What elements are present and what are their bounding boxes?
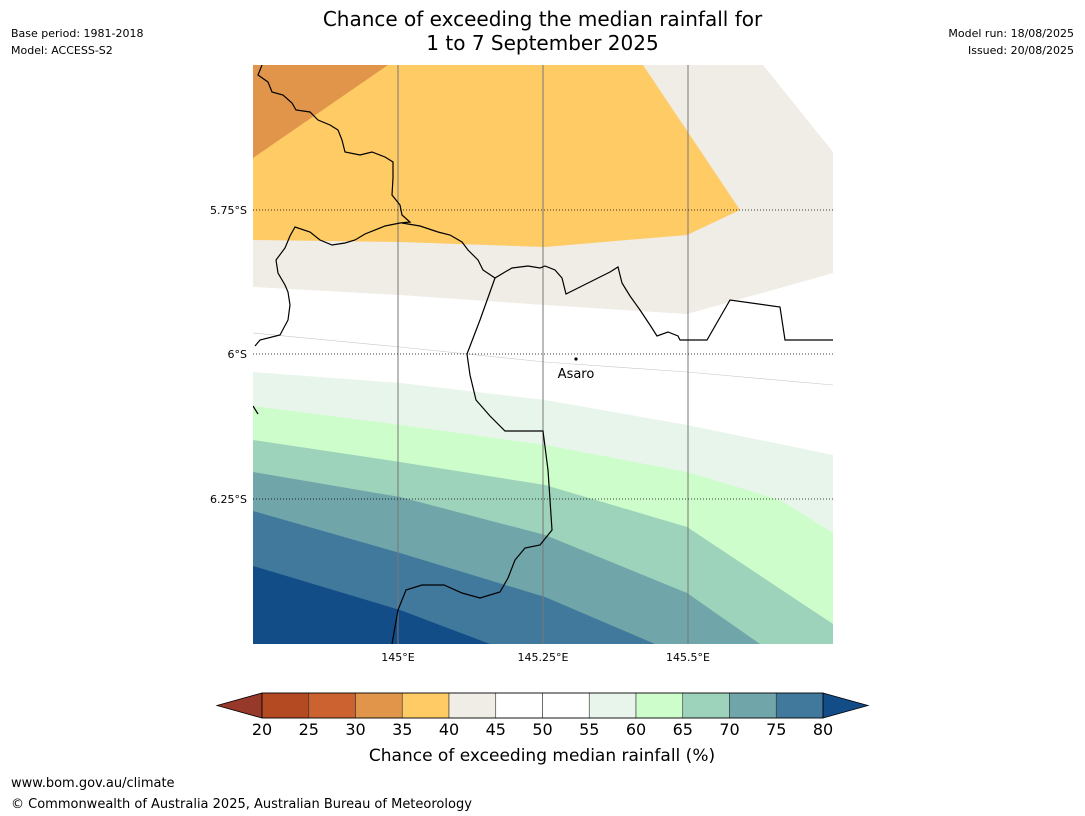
lat-label-5-75: 5.75°S xyxy=(210,204,247,217)
title-line-2: 1 to 7 September 2025 xyxy=(426,31,659,55)
colorbar-tick-label: 30 xyxy=(345,720,365,739)
colorbar-tick-label: 45 xyxy=(486,720,506,739)
province-boundary-east xyxy=(401,222,833,341)
no-data-corner xyxy=(763,65,833,152)
colorbar-bin xyxy=(308,692,356,719)
province-boundary-north xyxy=(254,65,412,347)
colorbar-bin xyxy=(401,692,450,719)
colorbar-tick-label: 60 xyxy=(626,720,646,739)
colorbar-extend-over xyxy=(822,692,870,719)
lon-label-145-5: 145.5°E xyxy=(666,651,710,664)
asaro-marker xyxy=(574,357,578,361)
asaro-label: Asaro xyxy=(558,367,595,382)
colorbar-tick-label: 40 xyxy=(439,720,459,739)
lon-label-145: 145°E xyxy=(381,651,414,664)
colorbar-bin xyxy=(588,692,637,719)
band-over-80 xyxy=(253,566,490,644)
colorbar-bin xyxy=(261,692,310,719)
colorbar-tick-label: 55 xyxy=(579,720,599,739)
model-text: Model: ACCESS-S2 xyxy=(11,44,113,57)
colorbar-tick-label: 25 xyxy=(299,720,319,739)
colorbar-frame xyxy=(261,692,824,719)
colorbar-bin xyxy=(635,692,684,719)
colorbar-tick-label: 35 xyxy=(392,720,412,739)
model-run-text: Model run: 18/08/2025 xyxy=(948,27,1074,40)
metadata-left: Base period: 1981-2018 Model: ACCESS-S2 xyxy=(11,25,143,59)
map-title: Chance of exceeding the median rainfall … xyxy=(0,7,1085,55)
band-30-35 xyxy=(253,65,388,158)
lat-label-6-25: 6.25°S xyxy=(210,493,247,506)
footer-copyright: © Commonwealth of Australia 2025, Austra… xyxy=(11,797,472,812)
colorbar-tick-label: 75 xyxy=(766,720,786,739)
colorbar-bin xyxy=(542,692,590,719)
lat-label-6: 6°S xyxy=(228,348,247,361)
title-line-1: Chance of exceeding the median rainfall … xyxy=(322,7,763,31)
probability-field: Asaro xyxy=(253,65,833,644)
colorbar-tick-label: 50 xyxy=(532,720,552,739)
colorbar: 20 25 30 35 40 45 50 55 60 65 70 75 80 xyxy=(215,692,870,739)
colorbar-bin xyxy=(729,692,777,719)
colorbar-bin xyxy=(355,692,403,719)
base-period-text: Base period: 1981-2018 xyxy=(11,27,144,40)
colorbar-extend-under xyxy=(215,692,263,719)
colorbar-tick-label: 20 xyxy=(252,720,272,739)
metadata-right: Model run: 18/08/2025 Issued: 20/08/2025 xyxy=(948,25,1074,59)
province-boundary-central xyxy=(391,277,553,644)
colorbar-bin xyxy=(495,692,543,719)
colorbar-bin xyxy=(448,692,497,719)
colorbar-bin xyxy=(775,692,824,719)
colorbar-tick-label: 80 xyxy=(813,720,833,739)
footer-url: www.bom.gov.au/climate xyxy=(11,776,175,791)
band-35-40 xyxy=(253,65,740,247)
colorbar-tick-label: 70 xyxy=(719,720,739,739)
issued-text: Issued: 20/08/2025 xyxy=(967,44,1074,57)
colorbar-label: Chance of exceeding median rainfall (%) xyxy=(369,746,715,766)
colorbar-bin xyxy=(682,692,730,719)
lon-label-145-25: 145.25°E xyxy=(518,651,569,664)
colorbar-tick-label: 65 xyxy=(673,720,693,739)
contour-50 xyxy=(253,332,833,386)
province-boundary-west-tip xyxy=(253,405,259,415)
footer: www.bom.gov.au/climate © Commonwealth of… xyxy=(11,773,472,815)
